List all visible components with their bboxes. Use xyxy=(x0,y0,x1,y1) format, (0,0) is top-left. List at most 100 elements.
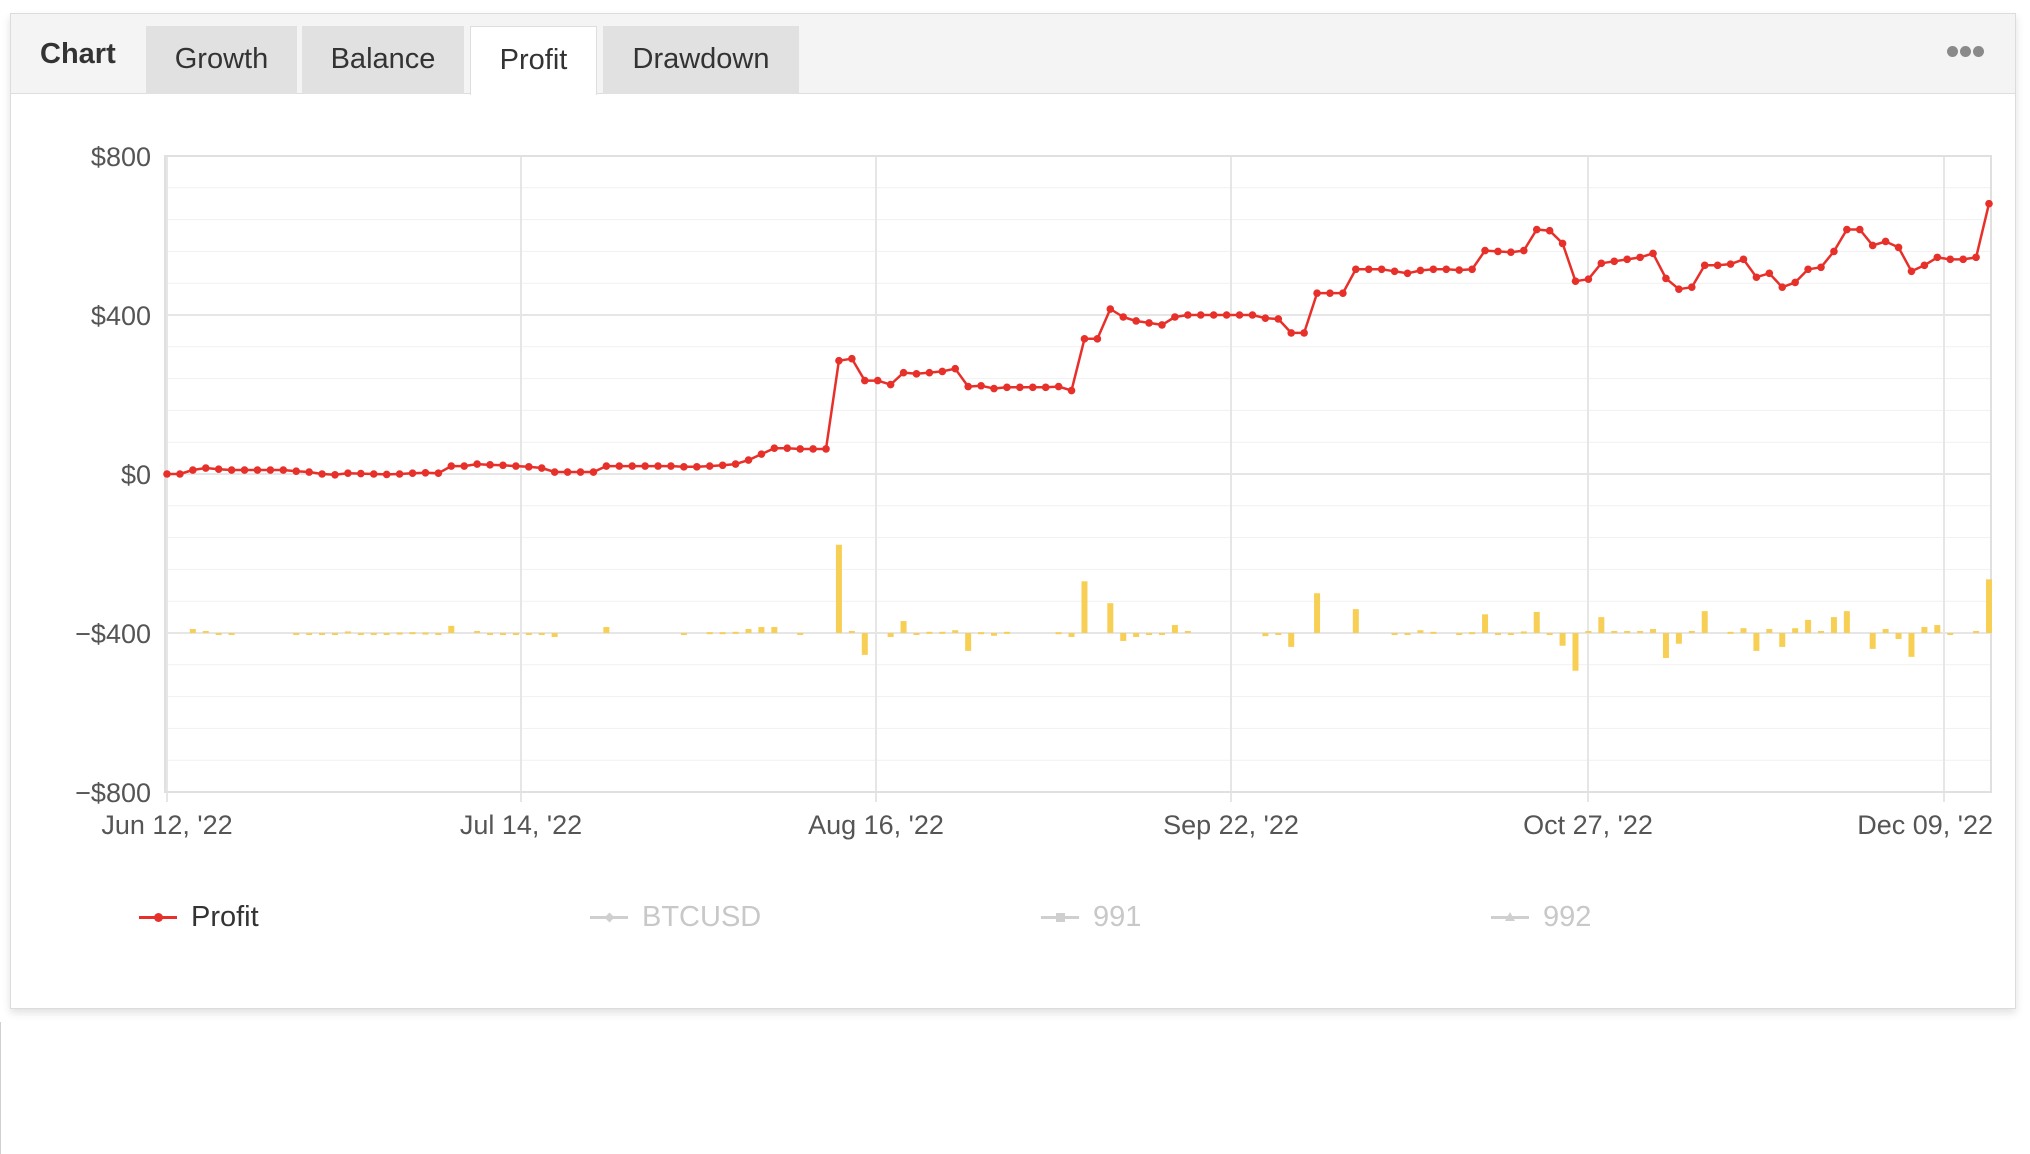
profit-bar xyxy=(319,633,326,635)
profit-point xyxy=(525,463,533,471)
y-tick-label: −$400 xyxy=(75,619,151,649)
profit-point xyxy=(318,470,326,478)
profit-bar xyxy=(357,633,364,635)
profit-point xyxy=(1520,246,1528,255)
profit-bar xyxy=(202,631,209,634)
profit-point xyxy=(925,368,934,377)
profit-bar xyxy=(1494,633,1501,635)
tab-balance[interactable]: Balance xyxy=(302,26,464,94)
profit-point xyxy=(822,445,830,453)
profit-bar xyxy=(1740,628,1747,633)
profit-point xyxy=(201,464,210,472)
legend-item-profit[interactable]: Profit xyxy=(139,899,319,935)
profit-point xyxy=(1339,289,1347,297)
profit-point xyxy=(563,468,572,476)
profit-bar xyxy=(1546,633,1553,635)
profit-point xyxy=(1933,253,1942,262)
profit-point xyxy=(1571,277,1580,286)
profit-bar xyxy=(1805,619,1812,633)
profit-point xyxy=(1959,255,1967,264)
profit-point xyxy=(1623,255,1631,264)
profit-point xyxy=(1481,246,1489,255)
profit-point xyxy=(1287,329,1296,337)
profit-bar xyxy=(1482,614,1489,633)
profit-point xyxy=(873,376,882,385)
profit-bar xyxy=(706,632,713,635)
profit-bar xyxy=(1818,631,1825,634)
tab-profit[interactable]: Profit xyxy=(470,26,597,95)
profit-point xyxy=(357,469,365,478)
profit-point xyxy=(770,444,779,452)
profit-bar xyxy=(1288,633,1295,647)
profit-bar xyxy=(939,631,946,634)
legend-item-992[interactable]: 992 xyxy=(1491,899,1641,935)
profit-bar xyxy=(344,631,351,634)
profit-point xyxy=(718,461,727,470)
x-tick-label: Jul 14, '22 xyxy=(460,810,582,840)
profit-bar xyxy=(1520,631,1527,634)
profit-bar xyxy=(1404,633,1411,635)
profit-bar xyxy=(887,633,894,637)
tab-drawdown[interactable]: Drawdown xyxy=(603,26,799,94)
profit-bar xyxy=(719,632,726,635)
more-dots-icon[interactable] xyxy=(1947,44,1987,60)
profit-bar xyxy=(1417,630,1424,633)
profit-point xyxy=(680,463,688,471)
profit-bar xyxy=(926,631,933,634)
profit-bar xyxy=(952,630,959,633)
profit-bar xyxy=(1456,633,1463,635)
profit-bar xyxy=(422,632,429,635)
profit-point xyxy=(1352,265,1360,274)
profit-point xyxy=(1972,253,1980,262)
profit-point xyxy=(344,469,352,478)
profit-bar xyxy=(861,633,868,655)
profit-point xyxy=(1248,311,1257,319)
profit-bar xyxy=(1559,633,1566,646)
profit-point xyxy=(1184,311,1192,319)
profit-point xyxy=(990,384,998,393)
profit-point xyxy=(1946,255,1955,264)
profit-bar xyxy=(1701,611,1708,633)
profit-bar xyxy=(1003,631,1010,634)
profit-bar xyxy=(1921,627,1928,633)
profit-point xyxy=(550,468,559,476)
legend-label: 992 xyxy=(1543,901,1592,933)
profit-bar xyxy=(1675,633,1682,644)
profit-point xyxy=(369,470,378,478)
profit-bar xyxy=(1107,603,1114,633)
profit-bar xyxy=(1081,581,1088,633)
profit-bar xyxy=(499,633,506,635)
tab-bar: Chart Growth Balance Profit Drawdown xyxy=(11,14,2015,95)
profit-bar xyxy=(1507,633,1514,635)
profit-point xyxy=(1132,317,1140,325)
tab-growth[interactable]: Growth xyxy=(146,26,297,94)
profit-bar xyxy=(1869,633,1876,649)
profit-point xyxy=(1713,261,1722,270)
y-tick-label: $0 xyxy=(121,460,151,490)
profit-point xyxy=(576,468,585,476)
profit-point xyxy=(1752,273,1761,282)
legend-item-991[interactable]: 991 xyxy=(1041,899,1191,935)
profit-point xyxy=(499,461,507,470)
profit-line xyxy=(167,203,1991,477)
profit-point xyxy=(1868,241,1877,250)
profit-bar xyxy=(1650,629,1657,633)
profit-bar xyxy=(1068,633,1075,637)
profit-point xyxy=(227,466,236,474)
chart-panel: Chart Growth Balance Profit Drawdown $80… xyxy=(10,13,2016,1009)
profit-bar xyxy=(1792,628,1799,633)
profit-bar xyxy=(1055,632,1062,635)
profit-point xyxy=(1171,313,1179,321)
profit-point xyxy=(1649,249,1657,258)
profit-point xyxy=(163,470,171,478)
profit-bar xyxy=(512,633,519,635)
profit-point xyxy=(331,470,339,479)
profit-bar xyxy=(991,633,998,636)
legend-item-btcusd[interactable]: BTCUSD xyxy=(590,899,790,935)
profit-point xyxy=(1158,321,1166,329)
profit-bar xyxy=(189,629,196,633)
profit-bar xyxy=(1882,629,1889,633)
profit-point xyxy=(1636,253,1644,262)
profit-bar xyxy=(1624,631,1631,634)
profit-bar xyxy=(215,633,222,635)
